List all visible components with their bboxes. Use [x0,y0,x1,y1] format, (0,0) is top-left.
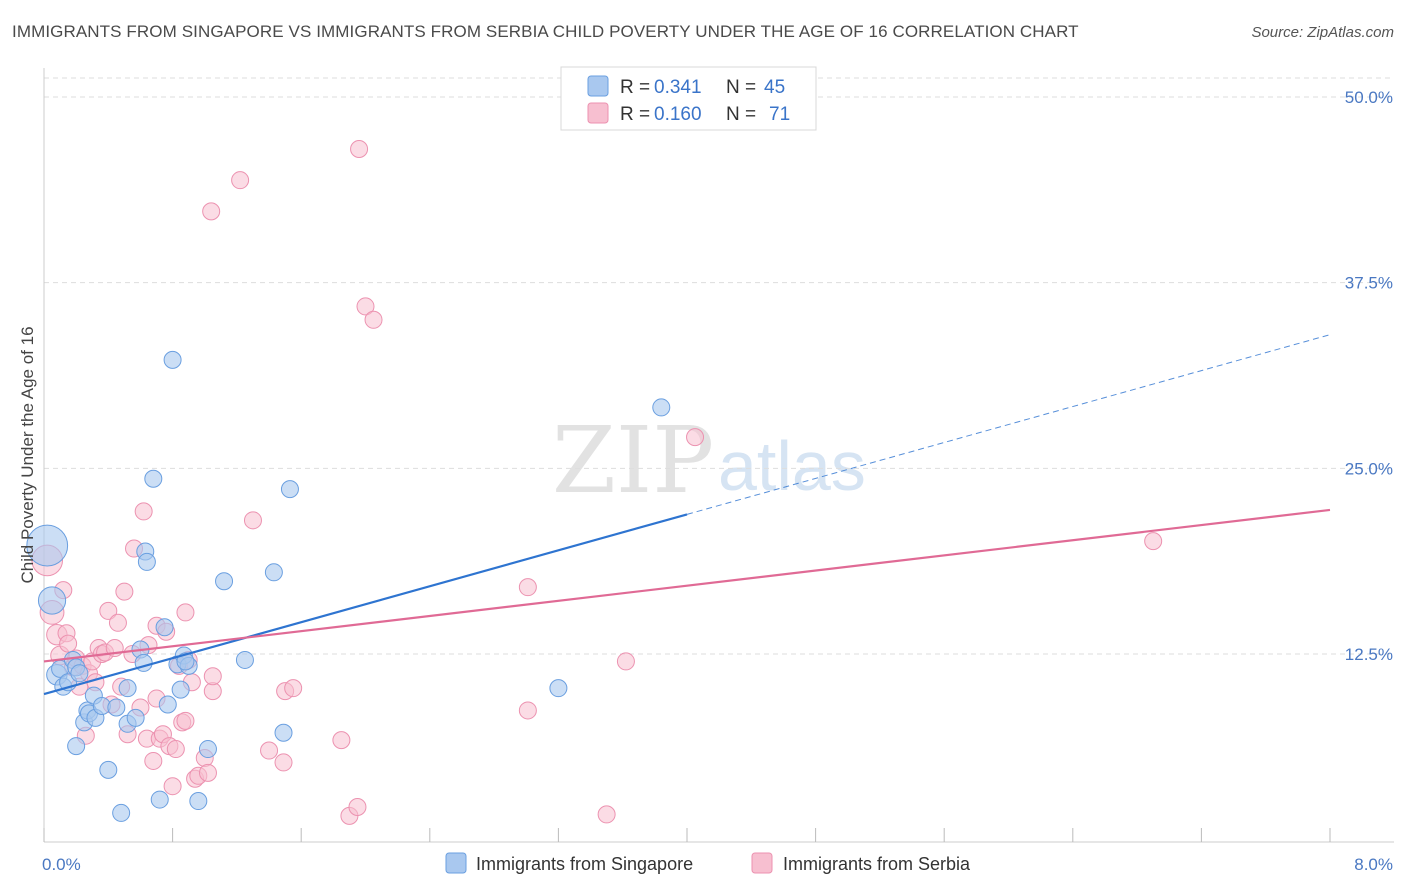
serbia-point-31 [144,751,163,770]
singapore-point-43 [652,398,671,417]
serbia-point-51 [260,741,279,760]
serbia-point-62 [202,202,221,221]
singapore-point-41 [280,480,299,499]
serbia-point-49 [203,667,222,686]
singapore-point-17 [107,698,126,717]
singapore-point-36 [198,740,217,759]
watermark-zip: ZIP [552,407,714,514]
serbia-point-61 [231,171,250,190]
singapore-point-28 [155,618,174,637]
y-tick-label-0: 12.5% [1345,645,1393,664]
serbia-point-47 [198,763,217,782]
legend-r-value-2: 0.160 [654,104,702,125]
serbia-point-23 [115,582,134,601]
serbia-point-68 [1144,532,1163,551]
bottom-legend-label-serbia: Immigrants from Serbia [783,854,971,874]
serbia-point-52 [274,753,293,772]
legend-swatch-serbia [587,102,609,124]
serbia-point-60 [350,139,369,158]
x-tick-label-1: 8.0% [1354,855,1393,874]
serbia-point-41 [176,711,195,730]
singapore-point-9 [67,737,86,756]
serbia-point-42 [176,603,195,622]
serbia-trend-line [43,508,1331,663]
singapore-point-8 [70,664,89,683]
serbia-point-65 [597,805,616,824]
watermark-atlas: atlas [718,427,866,505]
serbia-point-38 [166,740,185,759]
legend-r-value-1: 0.341 [654,77,702,98]
y-tick-label-3: 50.0% [1345,88,1393,107]
serbia-point-64 [518,701,537,720]
singapore-point-40 [274,723,293,742]
singapore-point-18 [112,803,131,822]
serbia-point-6 [59,634,78,653]
legend-n-value-1: 45 [764,77,785,98]
source-credit: Source: ZipAtlas.com [1251,24,1394,41]
singapore-point-26 [144,469,163,488]
serbia-point-37 [163,777,182,796]
singapore-point-30 [163,350,182,369]
grid [44,77,1394,655]
y-axis-title: Child Poverty Under the Age of 16 [18,326,37,583]
singapore-point-21 [126,708,145,727]
serbia-point-18 [99,601,118,620]
serbia-point-54 [284,679,303,698]
singapore-point-27 [150,790,169,809]
bottom-legend-swatch-singapore [445,852,467,874]
legend-n-label-2: N = [726,104,756,125]
bottom-legend-swatch-serbia [751,852,773,874]
singapore-point-19 [118,679,137,698]
singapore-point-42 [549,679,568,698]
singapore-point-29 [158,695,177,714]
singapore-point-35 [189,792,208,811]
x-tick-label-0: 0.0% [42,855,81,874]
bottom-legend-label-singapore: Immigrants from Singapore [476,854,693,874]
watermark: ZIP atlas [552,407,866,514]
serbia-point-63 [518,578,537,597]
singapore-point-39 [264,563,283,582]
serbia-point-66 [616,652,635,671]
serbia-point-21 [108,613,127,632]
serbia-point-28 [134,502,153,521]
singapore-point-32 [171,680,190,699]
singapore-point-1 [37,586,67,615]
legend-box: R = 0.341 N = 45 R = 0.160 N = 71 [560,66,817,131]
trend-lines [43,334,1331,696]
singapore-trend-line [43,513,688,696]
singapore-point-44 [176,652,195,671]
axes [43,68,1394,843]
singapore-point-0 [26,524,69,567]
y-tick-label-2: 37.5% [1345,274,1393,293]
legend-n-value-2: 71 [769,104,790,125]
legend-r-label-2: R = [620,104,650,125]
legend-swatch-singapore [587,75,609,97]
serbia-point-58 [356,297,375,316]
serbia-point-55 [332,731,351,750]
singapore-point-16 [99,760,118,779]
singapore-point-38 [235,650,254,669]
singapore-trend-extension [686,334,1331,515]
y-tick-label-1: 25.0% [1345,459,1393,478]
legend-r-label-1: R = [620,77,650,98]
serbia-point-50 [243,511,262,530]
legend-n-label-1: N = [726,77,756,98]
serbia-point-57 [348,797,367,816]
chart-title: IMMIGRANTS FROM SINGAPORE VS IMMIGRANTS … [12,22,1079,41]
serbia-point-67 [686,428,705,447]
singapore-point-25 [137,552,156,571]
singapore-point-37 [215,572,234,591]
bottom-legend: Immigrants from Singapore Immigrants fro… [445,852,971,874]
tick-labels: 12.5% 25.0% 37.5% 50.0% 0.0% 8.0% [42,88,1393,874]
serbia-point-59 [364,310,383,329]
serbia-points [31,139,1163,825]
